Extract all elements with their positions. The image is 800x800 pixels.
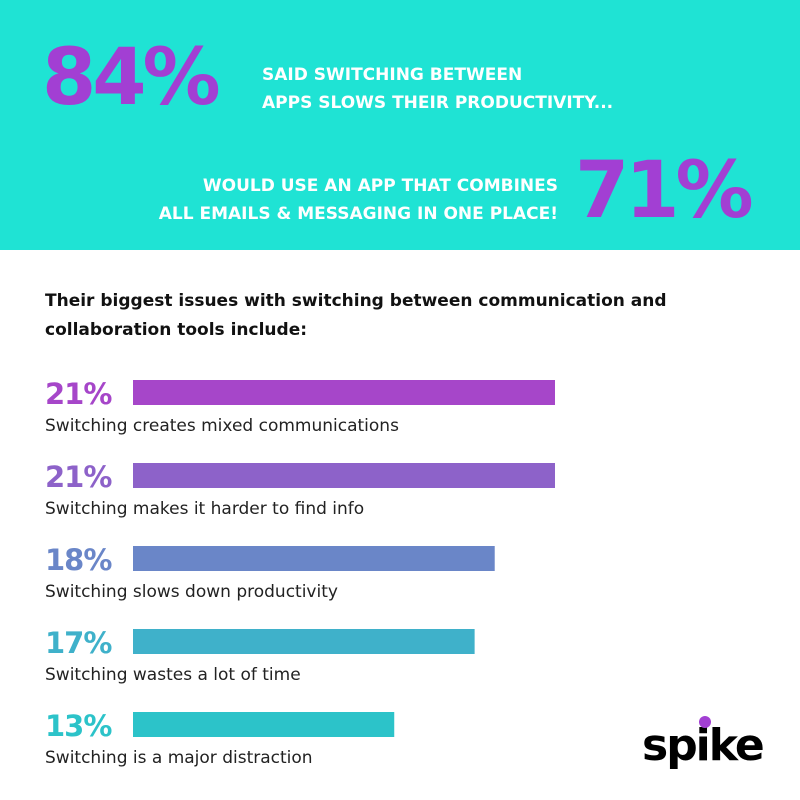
value-label: 21% xyxy=(45,377,112,411)
chart-title: Their biggest issues with switching betw… xyxy=(45,291,667,311)
value-label: 18% xyxy=(45,543,112,577)
chart-title: collaboration tools include: xyxy=(45,320,307,340)
stat-figure: 84% xyxy=(42,33,219,123)
bar xyxy=(133,629,475,654)
category-label: Switching is a major distraction xyxy=(45,748,313,768)
bar xyxy=(133,712,395,737)
category-label: Switching wastes a lot of time xyxy=(45,665,301,685)
bar xyxy=(133,463,555,488)
bar xyxy=(133,380,555,405)
category-label: Switching slows down productivity xyxy=(45,582,338,602)
bar xyxy=(133,546,495,571)
stat-text: SAID SWITCHING BETWEEN xyxy=(262,65,522,85)
stat-text: APPS SLOWS THEIR PRODUCTIVITY... xyxy=(262,93,613,113)
stat-text: WOULD USE AN APP THAT COMBINES xyxy=(203,176,558,196)
stat-text: ALL EMAILS & MESSAGING IN ONE PLACE! xyxy=(159,204,558,224)
value-label: 13% xyxy=(45,709,112,743)
brand-dot xyxy=(699,716,711,728)
category-label: Switching makes it harder to find info xyxy=(45,499,364,519)
stat-figure: 71% xyxy=(575,146,752,236)
header-band xyxy=(0,0,800,250)
category-label: Switching creates mixed communications xyxy=(45,416,399,436)
brand-logo: spike xyxy=(642,720,763,771)
value-label: 17% xyxy=(45,626,112,660)
value-label: 21% xyxy=(45,460,112,494)
